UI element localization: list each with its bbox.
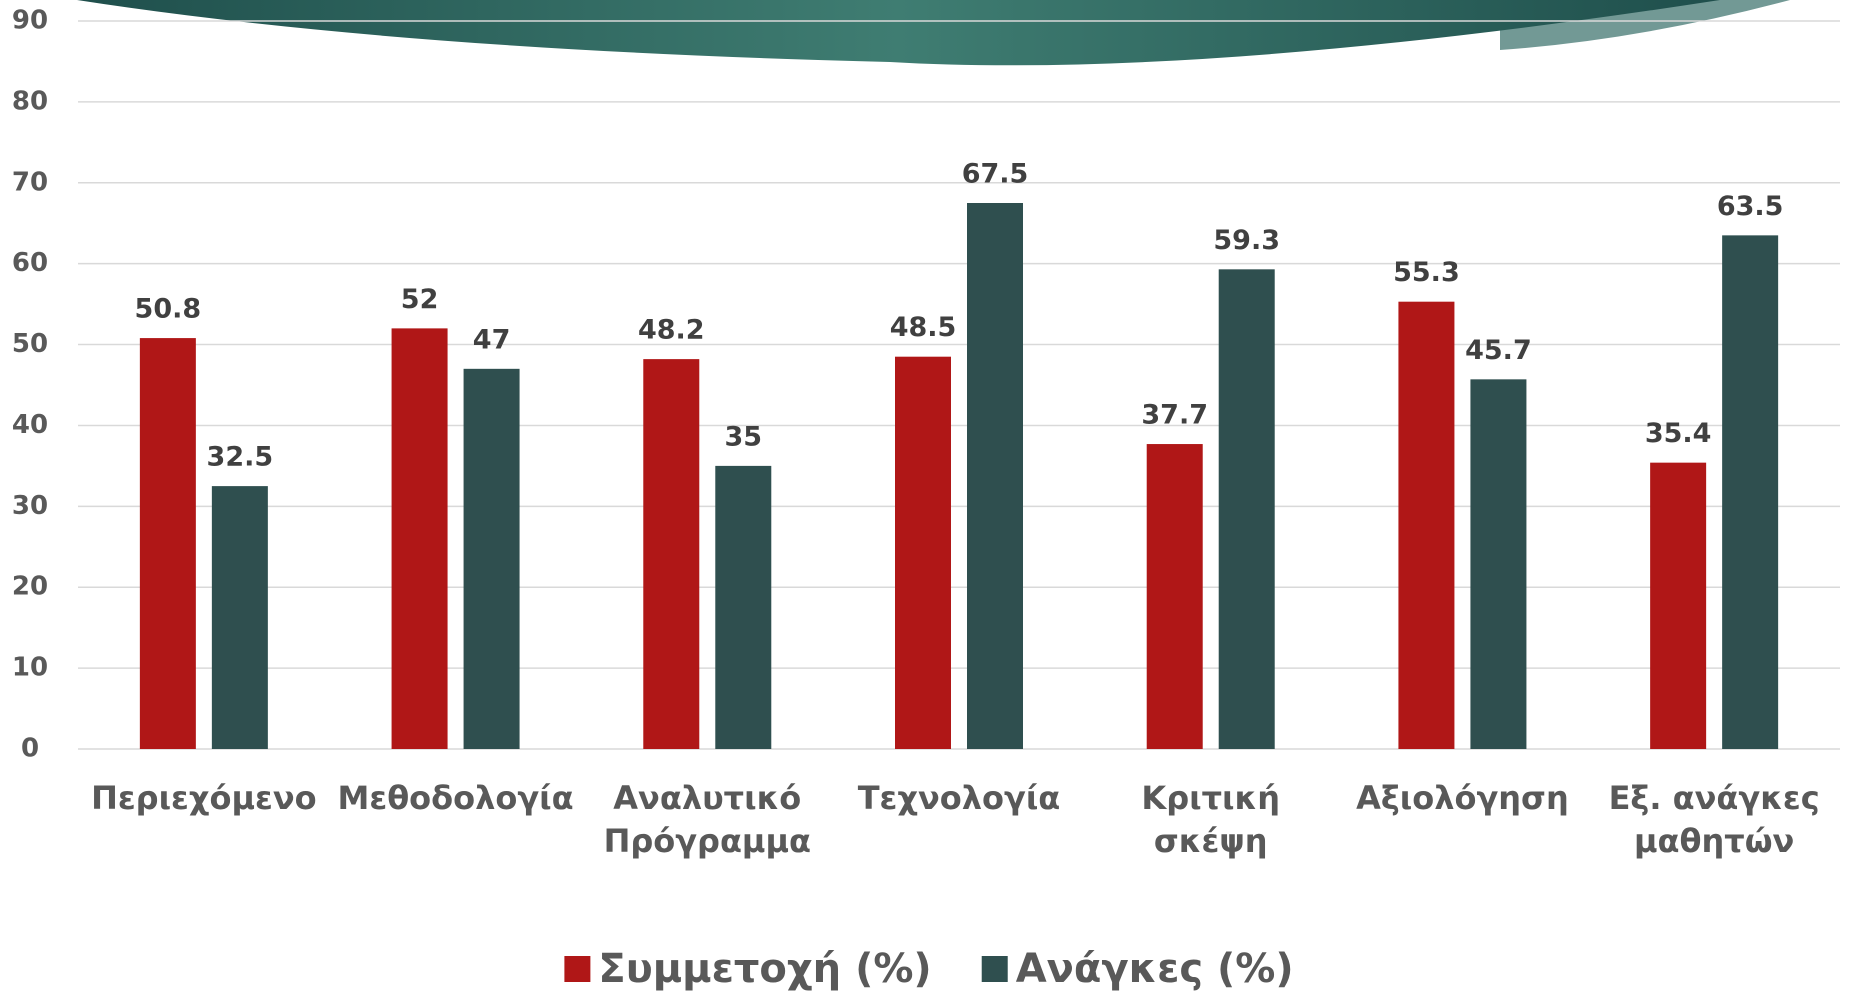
legend-swatch (981, 956, 1008, 982)
data-label: 59.3 (1213, 225, 1280, 256)
data-label: 37.7 (1141, 400, 1208, 431)
data-label: 52 (401, 284, 439, 315)
bar (211, 486, 268, 749)
bar (1722, 235, 1779, 749)
data-label: 45.7 (1465, 335, 1532, 366)
bar (1398, 301, 1455, 749)
x-tick-label: Τεχνολογία (858, 779, 1061, 817)
x-tick-label: Περιεχόμενο (91, 779, 317, 817)
x-tick-label: Αναλυτικό Πρόγραμμα (604, 779, 811, 860)
bar (1218, 269, 1275, 749)
y-tick-label: 90 (12, 6, 48, 36)
data-label: 50.8 (135, 294, 202, 325)
bar (463, 368, 520, 749)
data-label: 32.5 (207, 442, 274, 473)
y-tick-label: 50 (12, 329, 48, 359)
data-label: 35.4 (1645, 418, 1712, 449)
x-tick-label: Αξιολόγηση (1356, 779, 1569, 817)
y-tick-label: 70 (12, 167, 48, 197)
data-label: 47 (473, 324, 511, 355)
bar (1470, 379, 1527, 749)
data-label: 48.2 (638, 315, 705, 346)
legend-swatch (564, 956, 591, 982)
decoration (77, 0, 1790, 66)
y-tick-label: 60 (12, 248, 48, 278)
y-tick-label: 10 (12, 653, 48, 683)
y-tick-label: 30 (12, 491, 48, 521)
data-label: 55.3 (1393, 257, 1460, 288)
bar (1146, 444, 1203, 749)
bar (895, 356, 951, 749)
legend-label: Ανάγκες (%) (1016, 946, 1294, 992)
x-tick-label: Εξ. ανάγκες μαθητών (1609, 779, 1820, 860)
data-label: 35 (724, 421, 762, 452)
data-label: 67.5 (962, 159, 1029, 190)
legend-label: Συμμετοχή (%) (598, 946, 931, 992)
data-label: 48.5 (890, 312, 957, 343)
bar (967, 203, 1023, 749)
bar (139, 338, 196, 749)
data-label: 63.5 (1717, 191, 1784, 222)
bar (391, 328, 448, 749)
bar (1650, 462, 1707, 749)
bar (715, 465, 772, 749)
x-tick-label: Μεθοδολογία (338, 779, 574, 817)
bar (643, 359, 700, 749)
y-tick-label: 0 (21, 734, 39, 764)
y-tick-label: 20 (12, 572, 48, 602)
y-tick-label: 40 (12, 410, 48, 440)
y-tick-label: 80 (12, 86, 48, 116)
x-tick-label: Κριτική σκέψη (1141, 779, 1280, 860)
